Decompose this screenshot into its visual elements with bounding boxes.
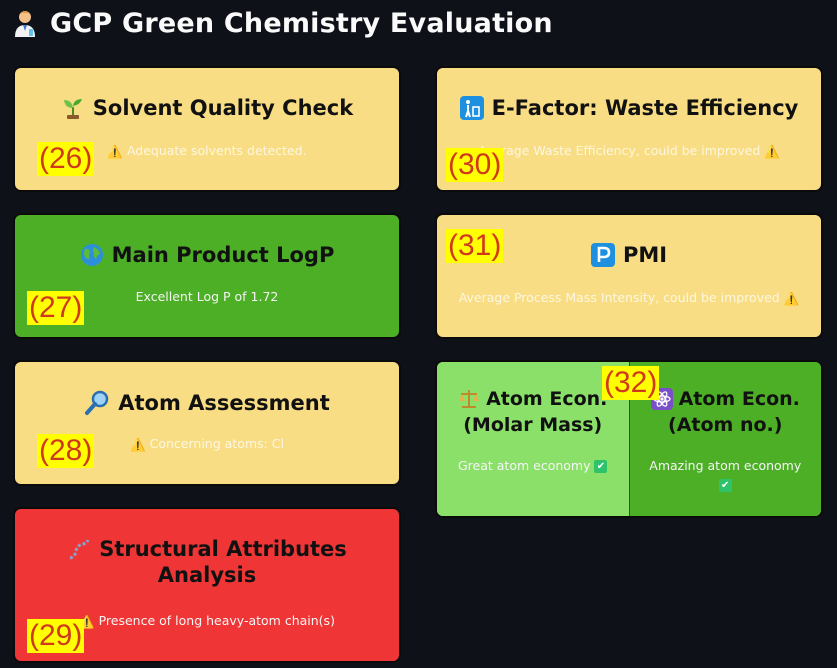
pmi-message: Average Process Mass Intensity, could be… [458, 290, 800, 306]
scales-icon [458, 388, 480, 410]
page-title: GCP Green Chemistry Evaluation [50, 7, 553, 39]
atom-assessment-message: ⚠️ Concerning atoms: Cl [130, 436, 284, 452]
solvent-quality-message: ⚠️ Adequate solvents detected. [107, 143, 307, 159]
warning-icon: ⚠️ [764, 143, 780, 159]
pmi-card: PMI Average Process Mass Intensity, coul… [435, 213, 823, 339]
structural-attributes-title: Structural Attributes Analysis [15, 537, 399, 587]
scientist-icon [10, 8, 40, 38]
atom-economy-card: Atom Econ. (Molar Mass) Great atom econo… [435, 360, 823, 518]
check-icon: ✔ [718, 479, 732, 492]
badge-28: (28) [37, 434, 95, 468]
page-header: GCP Green Chemistry Evaluation [10, 4, 553, 42]
warning-icon: ⚠️ [783, 290, 800, 306]
check-icon: ✔ [594, 460, 608, 473]
e-factor-card: E-Factor: Waste Efficiency Average Waste… [435, 66, 823, 192]
atom-economy-molar-panel: Atom Econ. (Molar Mass) Great atom econo… [437, 362, 630, 516]
pmi-title: PMI [437, 243, 821, 267]
logp-title: Main Product LogP [15, 243, 399, 267]
atom-assessment-title: Atom Assessment [15, 390, 399, 416]
e-factor-title: E-Factor: Waste Efficiency [437, 96, 821, 120]
warning-icon: ⚠️ [130, 436, 146, 452]
structural-attributes-card: Structural Attributes Analysis ⚠️ Presen… [13, 507, 401, 663]
badge-31: (31) [446, 229, 504, 263]
badge-26: (26) [37, 142, 95, 176]
atom-economy-atomno-title: Atom Econ. (Atom no.) [630, 386, 822, 438]
badge-29: (29) [27, 619, 85, 653]
logp-message: Excellent Log P of 1.72 [135, 289, 279, 304]
atom-economy-atomno-message: Amazing atom economy ✔ [649, 458, 802, 492]
badge-27: (27) [27, 291, 85, 325]
warning-icon: ⚠️ [107, 143, 123, 159]
magnifier-icon [84, 390, 110, 416]
globe-icon [80, 243, 104, 267]
atom-economy-atomno-panel: Atom Econ. (Atom no.) Amazing atom econo… [629, 362, 822, 516]
logp-card: Main Product LogP Excellent Log P of 1.7… [13, 213, 401, 339]
solvent-quality-title: Solvent Quality Check [15, 96, 399, 120]
recycle-icon [459, 96, 484, 120]
solvent-quality-card: Solvent Quality Check ⚠️ Adequate solven… [13, 66, 401, 192]
atom-economy-molar-title: Atom Econ. (Molar Mass) [437, 386, 629, 438]
badge-32: (32) [602, 366, 660, 400]
p-button-icon [590, 243, 615, 267]
e-factor-message: Average Waste Efficiency, could be impro… [478, 143, 780, 159]
seedling-icon [61, 96, 85, 120]
atom-economy-molar-message: Great atom economy ✔ [437, 458, 629, 473]
badge-30: (30) [446, 148, 504, 182]
chain-icon [67, 537, 91, 561]
atom-assessment-card: Atom Assessment ⚠️ Concerning atoms: Cl … [13, 360, 401, 486]
